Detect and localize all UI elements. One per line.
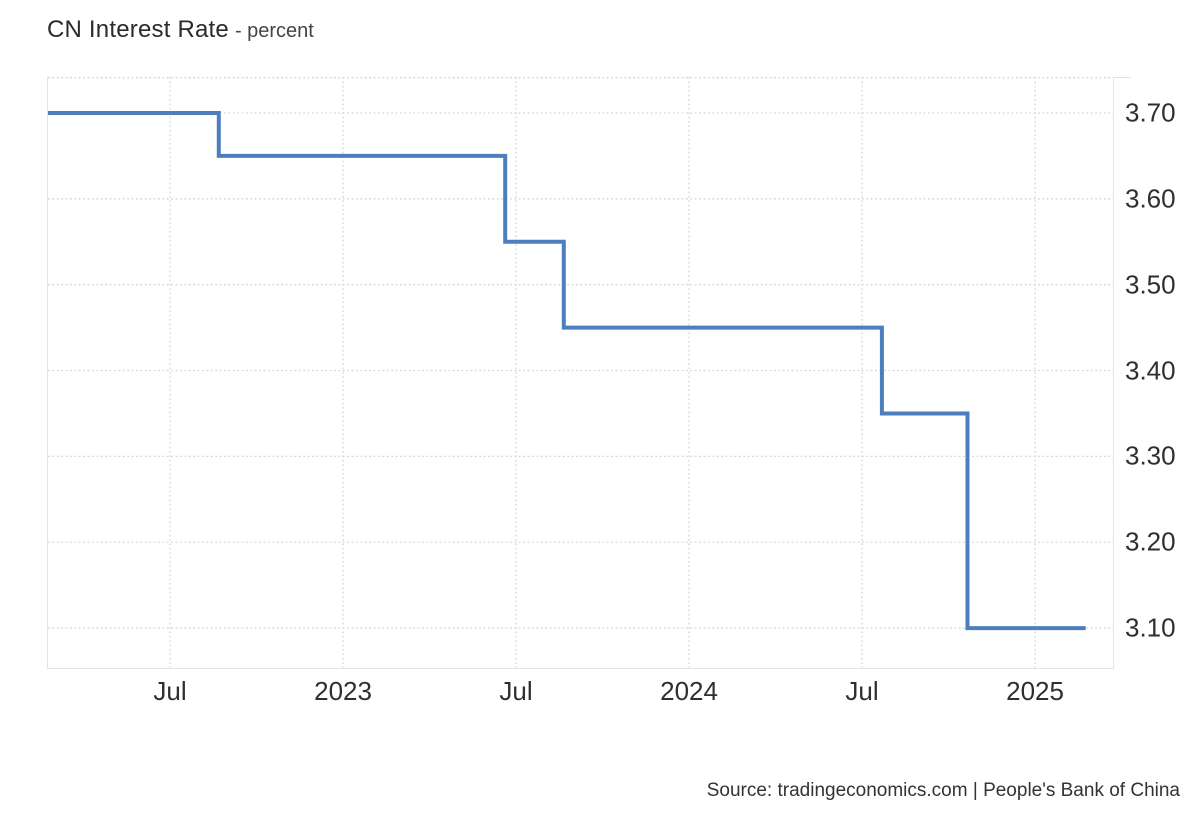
chart-title: CN Interest Rate (47, 16, 229, 43)
y-tick-label: 3.60 (1125, 183, 1176, 214)
y-tick-label: 3.20 (1125, 526, 1176, 557)
y-tick-label: 3.70 (1125, 97, 1176, 128)
y-axis-top-tick (1113, 77, 1131, 78)
x-tick-label: 2025 (1006, 676, 1064, 706)
x-tick-label: 2024 (660, 676, 718, 706)
chart-header: CN Interest Rate - percent (47, 16, 314, 44)
x-tick-label: Jul (499, 676, 533, 706)
chart-subtitle: - percent (234, 20, 314, 42)
plot-area[interactable] (47, 77, 1114, 669)
series-line (48, 111, 1086, 631)
x-tick-label: Jul (153, 676, 187, 706)
chart-canvas[interactable] (48, 77, 1113, 668)
x-tick-label: Jul (845, 676, 879, 706)
y-tick-label: 3.50 (1125, 269, 1176, 300)
x-tick-label: 2023 (314, 676, 372, 706)
y-tick-label: 3.30 (1125, 440, 1176, 471)
source-attribution: Source: tradingeconomics.com | People's … (706, 780, 1180, 801)
y-tick-label: 3.40 (1125, 355, 1176, 386)
y-tick-label: 3.10 (1125, 612, 1176, 643)
